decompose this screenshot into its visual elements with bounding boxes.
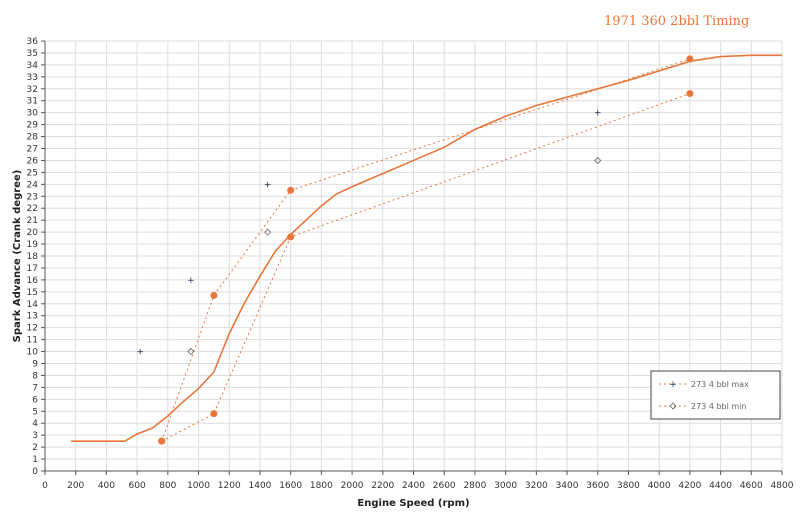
series-line-2 (161, 93, 691, 442)
extra-marker-max: + (187, 276, 195, 286)
chart-title: 1971 360 2bbl Timing (604, 14, 750, 29)
legend-swatch-marker: + (669, 380, 677, 390)
x-tick-label: 2400 (402, 481, 425, 491)
x-tick-label: 200 (67, 481, 84, 491)
data-point (686, 55, 694, 63)
data-point (158, 437, 166, 445)
x-tick-label: 3400 (556, 481, 579, 491)
y-tick-label: 19 (27, 240, 39, 250)
y-tick-label: 0 (32, 467, 38, 477)
y-tick-label: 9 (32, 360, 38, 370)
x-axis-title: Engine Speed (rpm) (357, 498, 469, 509)
x-tick-label: 1400 (249, 481, 272, 491)
y-tick-label: 29 (27, 121, 39, 131)
x-tick-label: 3800 (617, 481, 640, 491)
data-point (686, 90, 694, 98)
x-tick-label: 1200 (218, 481, 241, 491)
legend-label: 273 4 bbl min (691, 402, 746, 411)
extra-marker-min (264, 228, 272, 236)
y-tick-label: 25 (27, 168, 38, 178)
extra-marker-max: + (594, 109, 602, 119)
legend-swatch-marker (669, 402, 677, 410)
y-tick-label: 6 (32, 395, 38, 405)
y-tick-label: 14 (27, 300, 39, 310)
y-tick-label: 2 (32, 443, 38, 453)
y-tick-label: 27 (27, 145, 38, 155)
y-tick-label: 35 (27, 49, 38, 59)
data-point (210, 291, 218, 299)
y-tick-label: 12 (27, 324, 38, 334)
y-tick-label: 23 (27, 192, 38, 202)
series-line-1 (161, 58, 691, 442)
x-tick-label: 4200 (678, 481, 701, 491)
y-tick-label: 5 (32, 407, 38, 417)
x-tick-label: 4400 (709, 481, 732, 491)
y-tick-label: 16 (27, 276, 39, 286)
x-tick-label: 600 (129, 481, 146, 491)
x-tick-label: 1600 (279, 481, 302, 491)
x-tick-label: 3600 (586, 481, 609, 491)
y-tick-label: 8 (32, 371, 38, 381)
x-tick-label: 0 (42, 481, 48, 491)
y-tick-label: 15 (27, 288, 38, 298)
series-line-0 (71, 54, 782, 442)
x-tick-label: 2600 (433, 481, 456, 491)
y-tick-label: 18 (27, 252, 39, 262)
y-tick-label: 24 (27, 180, 39, 190)
x-tick-label: 2200 (371, 481, 394, 491)
data-point (210, 410, 218, 418)
y-tick-label: 22 (27, 204, 38, 214)
y-tick-label: 20 (27, 228, 39, 238)
y-axis-title: Spark Advance (Crank degree) (12, 170, 23, 343)
x-tick-label: 2000 (341, 481, 364, 491)
extra-marker-max: + (136, 348, 144, 358)
data-point (287, 186, 295, 194)
y-tick-label: 7 (32, 383, 38, 393)
x-tick-label: 4000 (648, 481, 671, 491)
y-tick-label: 34 (27, 61, 39, 71)
y-tick-label: 17 (27, 264, 38, 274)
y-tick-label: 1 (32, 455, 38, 465)
x-tick-label: 400 (98, 481, 115, 491)
x-tick-label: 2800 (463, 481, 486, 491)
y-tick-label: 30 (27, 109, 39, 119)
y-tick-label: 28 (27, 133, 39, 143)
x-tick-label: 3000 (494, 481, 517, 491)
y-tick-label: 33 (27, 73, 38, 83)
legend-label: 273 4 bbl max (691, 380, 749, 389)
extra-marker-min (594, 156, 602, 165)
extra-marker-min (187, 347, 195, 356)
x-tick-label: 4600 (740, 481, 763, 491)
y-tick-label: 21 (27, 216, 38, 226)
x-tick-label: 800 (159, 481, 176, 491)
x-tick-label: 1000 (187, 481, 210, 491)
x-tick-label: 3200 (525, 481, 548, 491)
y-tick-label: 4 (32, 419, 38, 429)
x-tick-label: 4800 (771, 481, 794, 491)
legend-box (650, 370, 781, 420)
x-tick-label: 1800 (310, 481, 333, 491)
y-tick-label: 13 (27, 312, 38, 322)
y-tick-label: 11 (27, 336, 38, 346)
extra-marker-max: + (264, 180, 272, 190)
y-tick-label: 31 (27, 97, 38, 107)
data-point (287, 233, 295, 241)
y-tick-label: 26 (27, 156, 39, 166)
y-tick-label: 36 (27, 37, 39, 47)
y-tick-label: 10 (27, 348, 39, 358)
y-tick-label: 32 (27, 85, 38, 95)
y-tick-label: 3 (32, 431, 38, 441)
